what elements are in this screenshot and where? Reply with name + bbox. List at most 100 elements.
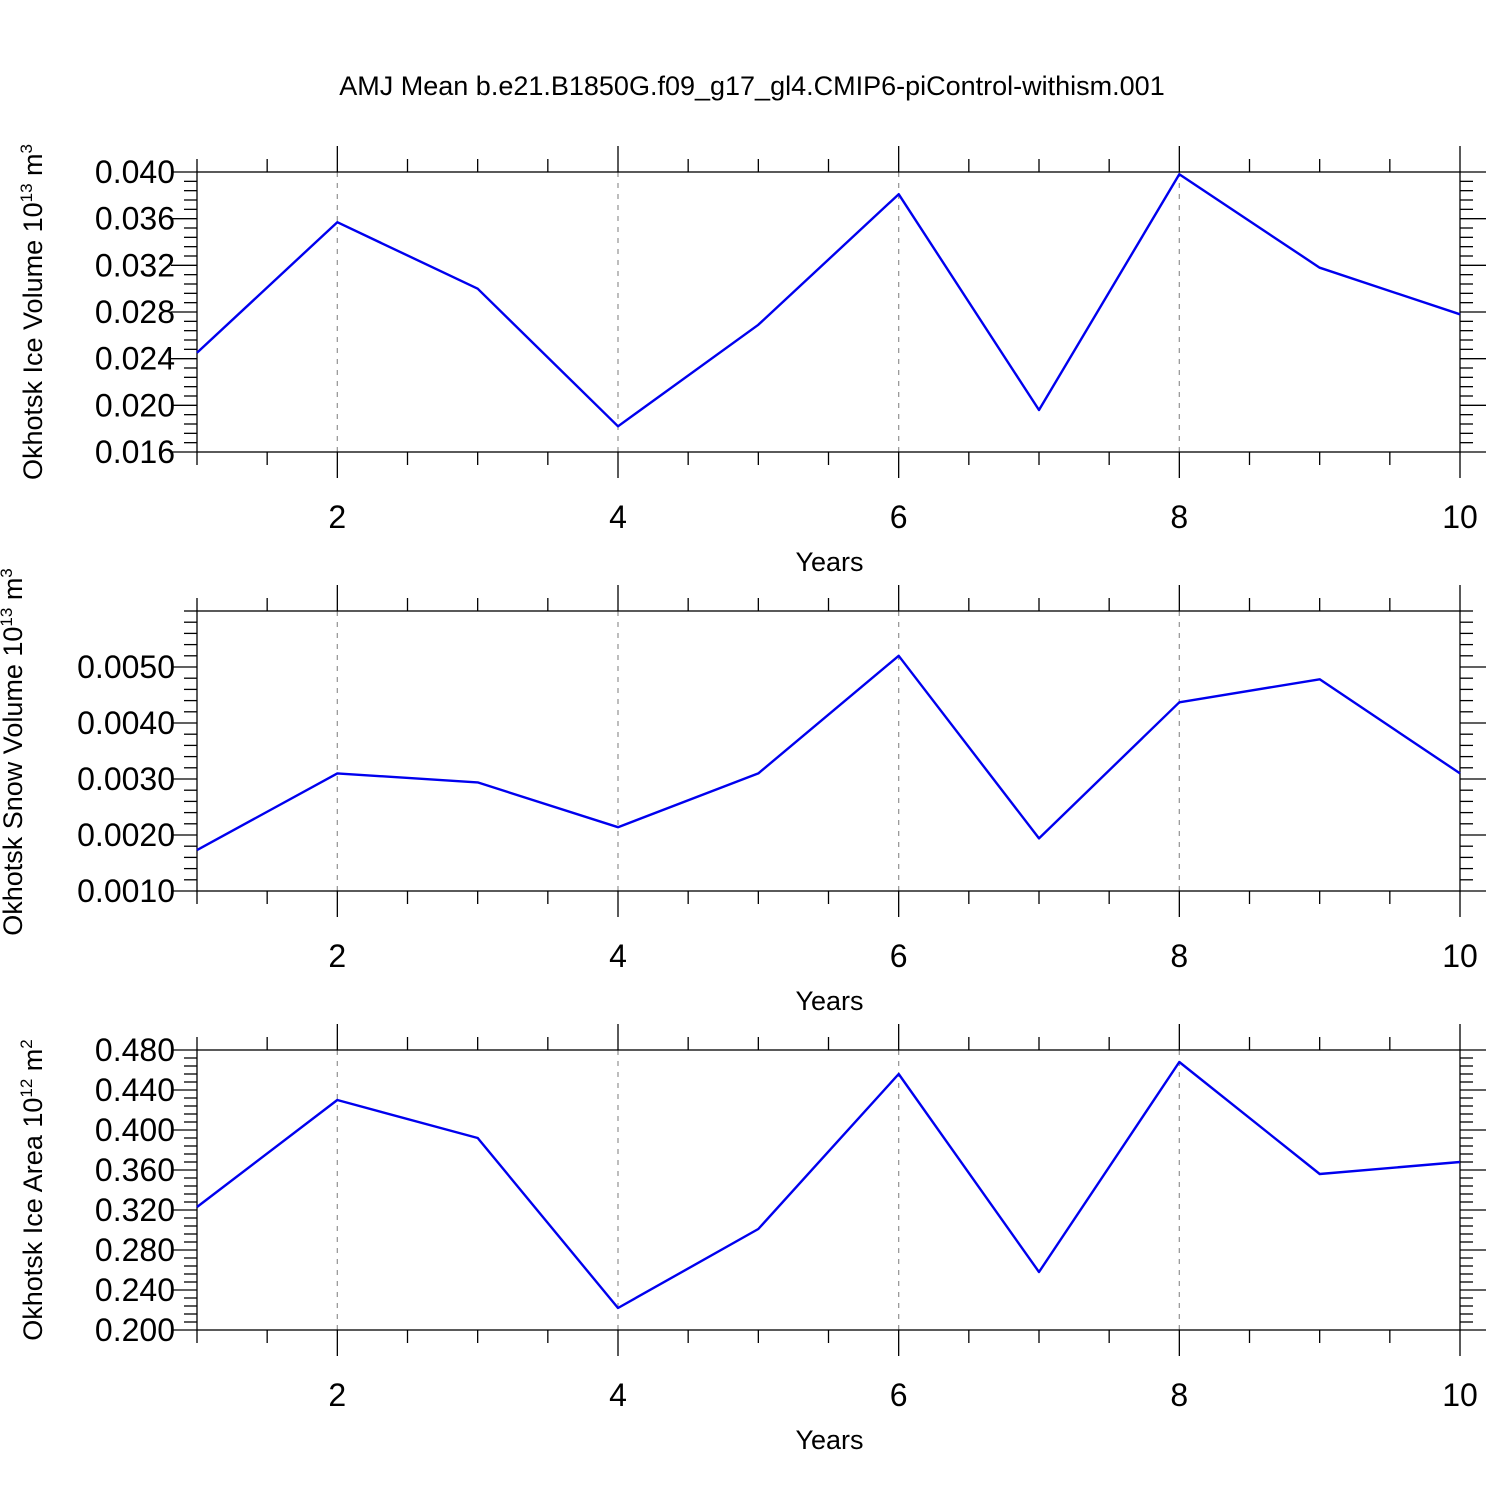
y-tick-label: 0.020 xyxy=(95,387,175,423)
y-axis-title-text: Okhotsk Snow Volume 10 xyxy=(0,627,28,936)
y-ticks xyxy=(171,171,1486,453)
data-point xyxy=(616,825,620,829)
y-axis-title-exponent: 13 xyxy=(17,183,36,202)
x-tick-label: 10 xyxy=(1442,1377,1478,1413)
x-ticks xyxy=(196,1024,1461,1356)
panel-1: 2 4 6 8 10 0.016 0.020 0.024 0.028 0.032 0.036 0.04… xyxy=(17,144,1486,577)
y-axis-title-exponent: 12 xyxy=(17,1079,36,1098)
plot-frame xyxy=(196,1049,1461,1331)
x-axis-title: Years xyxy=(795,986,863,1016)
y-ticks xyxy=(171,610,1486,892)
y-tick-label: 0.320 xyxy=(95,1192,175,1228)
y-axis-title-unit-exponent: 2 xyxy=(17,1039,36,1048)
y-axis-title: Okhotsk Ice Volume 1013 m3 xyxy=(17,144,48,480)
data-point xyxy=(1177,1060,1181,1064)
y-axis-title-unit-exponent: 3 xyxy=(0,568,16,577)
data-point xyxy=(897,1072,901,1076)
x-tick-label: 4 xyxy=(609,499,627,535)
y-tick-label: 0.0020 xyxy=(77,817,175,853)
data-point xyxy=(1458,312,1462,316)
y-axis-title-text: Okhotsk Ice Area 10 xyxy=(18,1098,48,1341)
y-tick-label: 0.0010 xyxy=(77,873,175,909)
x-tick-label: 10 xyxy=(1442,938,1478,974)
x-tick-label: 8 xyxy=(1170,499,1188,535)
panel-3: 2 4 6 8 10 0.200 0.240 0.280 0.320 0.360 0.400 0.44… xyxy=(17,1024,1486,1455)
y-tick-label: 0.200 xyxy=(95,1312,175,1348)
y-tick-label: 0.280 xyxy=(95,1232,175,1268)
x-tick-label: 8 xyxy=(1170,1377,1188,1413)
x-tick-label: 4 xyxy=(609,1377,627,1413)
y-axis-title: Okhotsk Ice Area 1012 m2 xyxy=(17,1039,48,1341)
y-ticks xyxy=(171,1049,1486,1331)
data-point xyxy=(1037,1270,1041,1274)
y-tick-label: 0.024 xyxy=(95,341,175,377)
x-tick-label: 2 xyxy=(328,1377,346,1413)
x-axis-title: Years xyxy=(795,547,863,577)
data-point xyxy=(1318,1172,1322,1176)
data-point xyxy=(1458,1160,1462,1164)
y-axis-title-unit: m xyxy=(18,153,48,183)
y-axis-title-text: Okhotsk Ice Volume 10 xyxy=(18,202,48,480)
x-tick-label: 10 xyxy=(1442,499,1478,535)
data-point xyxy=(1037,836,1041,840)
y-axis-title-unit: m xyxy=(0,578,28,608)
y-axis-title: Okhotsk Snow Volume 1013 m3 xyxy=(0,568,28,936)
data-points xyxy=(195,1060,1462,1310)
x-tick-label: 6 xyxy=(890,499,908,535)
y-axis-title-exponent: 13 xyxy=(0,608,16,627)
data-point xyxy=(335,220,339,224)
data-point xyxy=(1458,771,1462,775)
data-point xyxy=(1177,172,1181,176)
data-point xyxy=(476,287,480,291)
y-axis-title-unit-exponent: 3 xyxy=(17,144,36,153)
data-point xyxy=(756,771,760,775)
x-tick-label: 6 xyxy=(890,938,908,974)
data-point xyxy=(756,323,760,327)
series-line xyxy=(196,1060,1461,1310)
data-point xyxy=(616,1306,620,1310)
main-title: AMJ Mean b.e21.B1850G.f09_g17_gl4.CMIP6-… xyxy=(339,71,1164,101)
data-point xyxy=(1037,408,1041,412)
x-tick-label: 6 xyxy=(890,1377,908,1413)
y-tick-label: 0.360 xyxy=(95,1152,175,1188)
x-axis-title: Years xyxy=(795,1425,863,1455)
data-point xyxy=(476,780,480,784)
y-axis-title-unit: m xyxy=(18,1049,48,1079)
y-tick-label: 0.016 xyxy=(95,434,175,470)
x-ticks xyxy=(196,146,1461,478)
x-tick-label: 4 xyxy=(609,938,627,974)
series-line xyxy=(196,654,1461,852)
data-point xyxy=(897,192,901,196)
y-tick-label: 0.0030 xyxy=(77,761,175,797)
data-point xyxy=(195,848,199,852)
data-point xyxy=(476,1136,480,1140)
plot-frame xyxy=(196,610,1461,892)
panels: 2 4 6 8 10 0.016 0.020 0.024 0.028 0.032 0.036 0.04… xyxy=(0,144,1486,1455)
data-point xyxy=(1177,700,1181,704)
y-tick-label: 0.032 xyxy=(95,247,175,283)
data-point xyxy=(897,654,901,658)
y-tick-label: 0.036 xyxy=(95,201,175,237)
data-points xyxy=(195,172,1462,428)
data-point xyxy=(335,1098,339,1102)
data-point xyxy=(335,771,339,775)
x-tick-label: 2 xyxy=(328,499,346,535)
y-tick-label: 0.0040 xyxy=(77,705,175,741)
data-points xyxy=(195,654,1462,852)
series-line xyxy=(196,173,1461,428)
y-tick-label: 0.0050 xyxy=(77,649,175,685)
y-tick-label: 0.400 xyxy=(95,1112,175,1148)
plot-frame xyxy=(196,171,1461,453)
y-tick-label: 0.028 xyxy=(95,294,175,330)
x-tick-label: 8 xyxy=(1170,938,1188,974)
y-tick-label: 0.240 xyxy=(95,1272,175,1308)
data-point xyxy=(195,1205,199,1209)
y-tick-label: 0.440 xyxy=(95,1072,175,1108)
x-ticks xyxy=(196,585,1461,917)
data-point xyxy=(1318,266,1322,270)
x-tick-label: 2 xyxy=(328,938,346,974)
panel-2: 2 4 6 8 10 0.0010 0.0020 0.0030 0.0040 0.0050 Year… xyxy=(0,568,1486,1016)
y-tick-label: 0.480 xyxy=(95,1032,175,1068)
data-point xyxy=(756,1227,760,1231)
data-point xyxy=(195,351,199,355)
